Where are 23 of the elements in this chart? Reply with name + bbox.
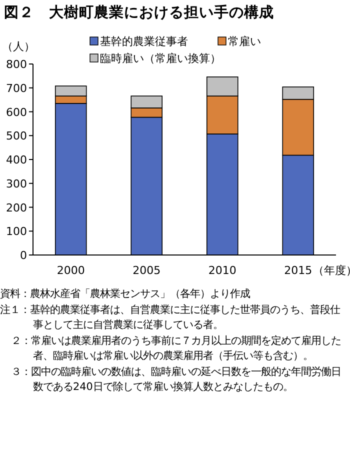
text: 資料：農林水産省「農林業センサス」（各年）より作成 <box>0 287 251 302</box>
text: 注１：基幹的農業従事者は、自営農業に主に従事した世帯員のうち、普段仕事として主に自営農業に従事している者。 <box>0 302 342 333</box>
y-axis-title: （人） <box>2 40 35 53</box>
x-tick-label: 2015 <box>284 264 312 277</box>
legend-label: 基幹的農業従事者 <box>100 35 188 48</box>
text: ２：常雇いは農業雇用者のうち事前に７カ月以上の期間を定めて雇用した者、臨時雇いは常雇い以外の農業雇用者（手伝い等も含む）。 <box>10 334 342 364</box>
x-tick-label: 2005 <box>132 264 161 277</box>
legend-label: 常雇い <box>228 35 261 48</box>
y-tick-label: 500 <box>6 130 27 143</box>
x-tick-label: 2000 <box>56 264 85 277</box>
chart-title: 図２ 大樹町農業における担い手の構成 <box>4 4 274 21</box>
x-tick-label: 2010 <box>208 264 236 277</box>
legend-label: 臨時雇い（常雇い換算） <box>100 52 221 65</box>
y-tick-label: 400 <box>6 154 27 166</box>
y-tick-label: 100 <box>6 225 27 238</box>
y-tick-label: 600 <box>6 106 27 119</box>
y-tick-label: 300 <box>6 177 27 190</box>
y-tick-label: 0 <box>20 249 27 262</box>
text: ３：図中の臨時雇いの数値は、臨時雇いの延べ日数を一般的な年間労働日数である240日で除して常雇い換算人数とみなしたもの。 <box>10 364 342 395</box>
y-tick-label: 800 <box>6 58 27 71</box>
y-tick-label: 200 <box>6 201 27 214</box>
x-axis-title: （年度） <box>313 264 350 277</box>
y-tick-label: 700 <box>6 82 27 95</box>
